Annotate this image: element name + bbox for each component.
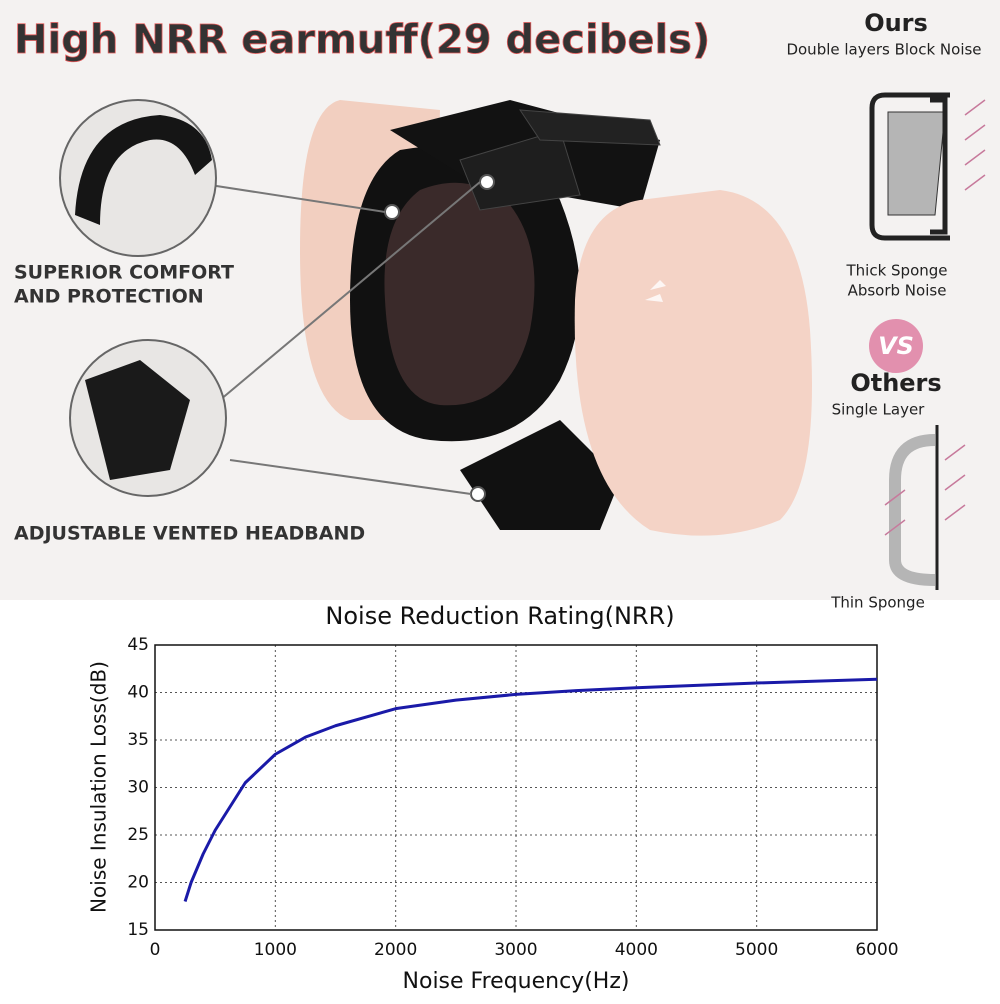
panel-label: Absorb Noise xyxy=(848,282,947,300)
callout-text: SUPERIOR COMFORT xyxy=(14,262,234,284)
vs-badge: VS xyxy=(878,332,914,360)
panel-title: Ours xyxy=(864,9,928,37)
y-tick-label: 45 xyxy=(127,635,149,655)
y-tick-label: 15 xyxy=(127,920,149,940)
x-tick-label: 5000 xyxy=(735,940,778,960)
x-tick-label: 1000 xyxy=(254,940,297,960)
x-tick-label: 2000 xyxy=(374,940,417,960)
x-axis-label: Noise Frequency(Hz) xyxy=(403,969,630,994)
plot-area: 0 1000 2000 3000 4000 5000 6000 15 20 25 30 35 40 45 xyxy=(127,635,898,960)
y-tick-label: 30 xyxy=(127,778,149,798)
y-tick-label: 20 xyxy=(127,873,149,893)
plot-frame xyxy=(154,644,878,931)
panel-title: Others xyxy=(850,369,941,397)
y-tick-label: 35 xyxy=(127,730,149,750)
y-axis-label: Noise Insulation Loss(dB) xyxy=(87,661,111,913)
x-tick-label: 4000 xyxy=(615,940,658,960)
x-tick-label: 6000 xyxy=(855,940,898,960)
x-tick-label: 3000 xyxy=(494,940,537,960)
earmuff-illustration xyxy=(59,99,812,536)
y-tick-label: 40 xyxy=(127,683,149,703)
panel-label: Single Layer xyxy=(832,401,926,419)
callout-text: ADJUSTABLE VENTED HEADBAND xyxy=(14,523,365,545)
panel-label: Double layers Block Noise xyxy=(786,41,981,59)
chart-title: Noise Reduction Rating(NRR) xyxy=(325,602,674,630)
y-tick-label: 25 xyxy=(127,825,149,845)
callout-text: AND PROTECTION xyxy=(14,286,204,308)
comparison-diagram xyxy=(869,92,986,590)
x-tick-label: 0 xyxy=(150,940,161,960)
panel-label: Thick Sponge xyxy=(845,262,947,280)
panel-label: Thin Sponge xyxy=(830,594,925,612)
data-line xyxy=(183,677,878,902)
headline: High NRR earmuff(29 decibels) xyxy=(14,17,710,63)
